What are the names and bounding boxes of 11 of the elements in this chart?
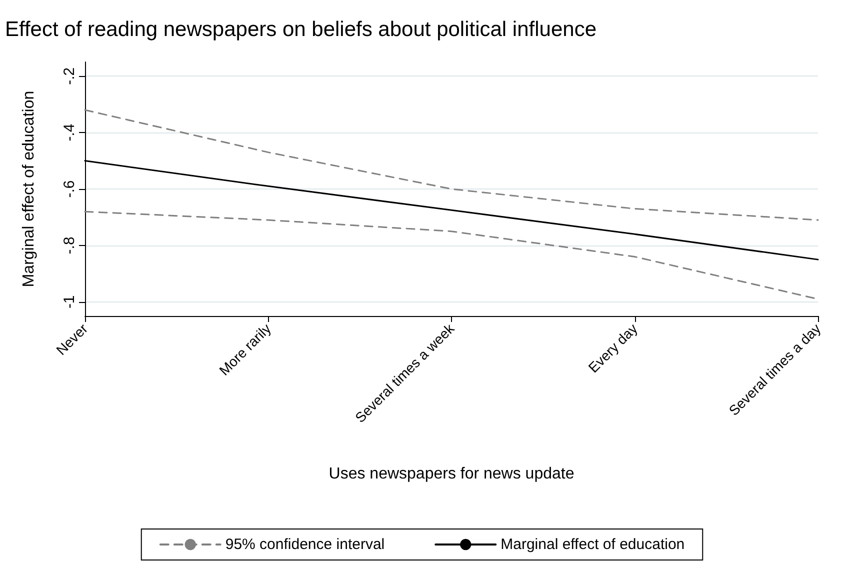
- y-tick-label: -1: [61, 295, 78, 309]
- y-tick-label: -.2: [61, 67, 78, 85]
- legend-label: 95% confidence interval: [225, 536, 385, 553]
- legend-label: Marginal effect of education: [500, 536, 685, 553]
- line-series: [84, 109, 819, 221]
- y-tick-label: -.4: [61, 124, 78, 142]
- y-tick-label: -.6: [61, 180, 78, 198]
- x-axis-title: Uses newspapers for news update: [328, 466, 574, 482]
- chart-title: Effect of reading newspapers on beliefs about political influence: [5, 18, 596, 41]
- y-axis-title: Marginal effect of education: [20, 90, 38, 288]
- y-tick-label: -.8: [61, 236, 78, 254]
